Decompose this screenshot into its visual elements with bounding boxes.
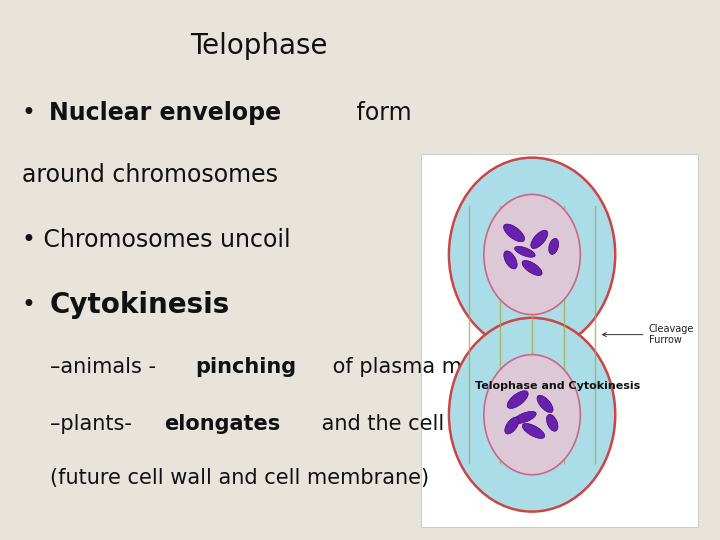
Text: elongates: elongates <box>165 414 281 434</box>
Ellipse shape <box>449 158 615 352</box>
Ellipse shape <box>531 230 548 248</box>
Text: –plants-: –plants- <box>50 414 139 434</box>
Text: •: • <box>22 293 43 317</box>
Ellipse shape <box>515 246 535 257</box>
Text: • Chromosomes uncoil: • Chromosomes uncoil <box>22 228 290 252</box>
Text: •: • <box>22 102 43 125</box>
Ellipse shape <box>522 423 545 438</box>
Text: Telophase and Cytokinesis: Telophase and Cytokinesis <box>475 381 641 391</box>
Text: form: form <box>348 102 411 125</box>
Text: Cytokinesis: Cytokinesis <box>49 291 230 319</box>
Ellipse shape <box>484 194 580 315</box>
Text: –animals -: –animals - <box>50 357 163 377</box>
Text: Cleavage
Furrow: Cleavage Furrow <box>603 324 694 346</box>
Ellipse shape <box>537 395 553 413</box>
Ellipse shape <box>507 391 528 408</box>
FancyBboxPatch shape <box>421 154 698 526</box>
Ellipse shape <box>522 260 542 275</box>
Ellipse shape <box>549 238 559 254</box>
Ellipse shape <box>449 318 615 511</box>
Text: (future cell wall and cell membrane): (future cell wall and cell membrane) <box>50 468 430 488</box>
Text: Telophase: Telophase <box>191 32 328 60</box>
Ellipse shape <box>503 224 525 242</box>
Text: of plasma membrane: of plasma membrane <box>326 357 556 377</box>
Text: around chromosomes: around chromosomes <box>22 164 278 187</box>
Text: Nuclear envelope: Nuclear envelope <box>49 102 282 125</box>
Ellipse shape <box>504 251 517 269</box>
Text: pinching: pinching <box>196 357 297 377</box>
Text: and the cell plate forms: and the cell plate forms <box>315 414 570 434</box>
Ellipse shape <box>484 355 580 475</box>
Ellipse shape <box>513 411 536 423</box>
Ellipse shape <box>505 417 519 434</box>
Ellipse shape <box>546 414 558 431</box>
